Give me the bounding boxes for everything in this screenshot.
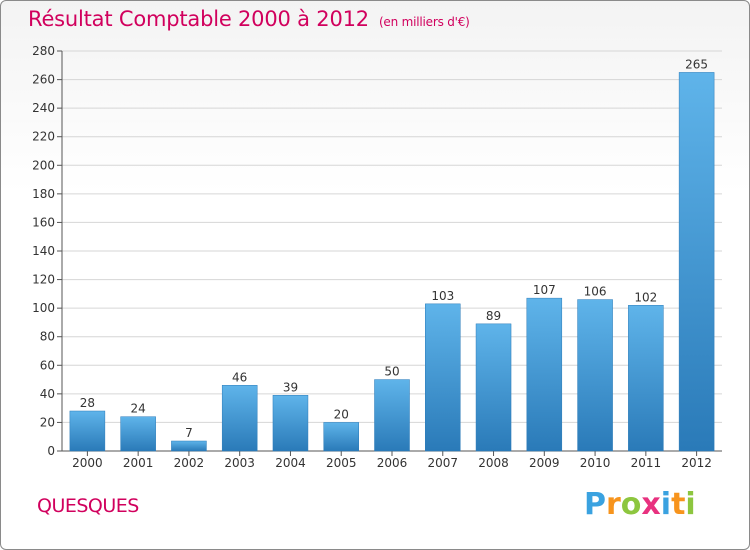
bar-value-label: 107	[533, 283, 556, 297]
y-tick-label: 200	[32, 158, 55, 172]
y-tick-label: 260	[32, 73, 55, 87]
commune-name: QUESQUES	[37, 495, 139, 517]
bar-value-label: 50	[384, 365, 399, 379]
x-tick-label: 2007	[427, 456, 458, 470]
chart-unit: (en milliers d'€)	[378, 15, 470, 29]
bar	[272, 395, 309, 452]
logo-letter: t	[671, 487, 686, 522]
bar-value-label: 24	[131, 402, 146, 416]
logo-letter: i	[660, 487, 672, 522]
x-tick-label: 2011	[631, 456, 662, 470]
bar	[678, 72, 715, 452]
y-tick-label: 60	[40, 358, 55, 372]
y-tick-label: 220	[32, 130, 55, 144]
bar	[221, 385, 258, 452]
chart-title-text: Résultat Comptable 2000 à 2012	[28, 7, 369, 31]
y-tick-label: 240	[32, 101, 55, 115]
x-tick-label: 2001	[123, 456, 154, 470]
logo-letter: x	[641, 487, 661, 522]
chart-title: Résultat Comptable 2000 à 2012 (en millie…	[28, 7, 470, 31]
bar-value-label: 39	[283, 380, 298, 394]
bar	[323, 422, 359, 452]
x-tick-label: 2008	[478, 456, 509, 470]
y-tick-label: 100	[32, 301, 55, 315]
y-tick-label: 280	[32, 44, 55, 58]
bar-value-label: 46	[232, 370, 247, 384]
x-tick-label: 2003	[224, 456, 255, 470]
bar	[577, 299, 613, 452]
bar	[628, 305, 664, 452]
y-tick-label: 0	[47, 444, 55, 458]
bar-value-label: 103	[431, 289, 454, 303]
y-tick-label: 160	[32, 215, 55, 229]
bar	[526, 297, 563, 452]
proxiti-logo: Proxiti	[584, 487, 696, 522]
y-tick-label: 140	[32, 244, 55, 258]
x-tick-label: 2012	[681, 456, 712, 470]
bar-value-label: 89	[486, 309, 501, 323]
bars	[69, 72, 715, 452]
y-tick-label: 20	[40, 415, 55, 429]
bar-value-label: 106	[584, 285, 607, 299]
x-tick-label: 2000	[72, 456, 103, 470]
bar	[425, 303, 461, 452]
bar	[171, 440, 207, 452]
logo-letter: i	[685, 487, 696, 522]
x-tick-label: 2006	[377, 456, 408, 470]
logo-letter: r	[606, 487, 621, 522]
bar	[374, 379, 410, 452]
x-tick-label: 2002	[174, 456, 205, 470]
bar	[120, 416, 156, 452]
y-tick-label: 120	[32, 273, 55, 287]
logo-letter: o	[620, 487, 642, 522]
bar	[475, 323, 512, 452]
bar-value-label: 20	[334, 407, 349, 421]
bar-value-label: 28	[80, 396, 95, 410]
y-tick-label: 80	[40, 330, 55, 344]
bar-value-label: 7	[185, 426, 193, 440]
logo-letter: P	[584, 487, 606, 522]
labels: 0204060801001201401601802002202402602802…	[32, 44, 712, 470]
bar-value-label: 265	[685, 57, 708, 71]
bar-value-label: 102	[634, 290, 657, 304]
y-tick-label: 40	[40, 387, 55, 401]
y-tick-label: 180	[32, 187, 55, 201]
x-tick-label: 2004	[275, 456, 306, 470]
x-tick-label: 2010	[580, 456, 611, 470]
x-tick-label: 2005	[326, 456, 357, 470]
x-tick-label: 2009	[529, 456, 560, 470]
bar	[69, 410, 106, 452]
